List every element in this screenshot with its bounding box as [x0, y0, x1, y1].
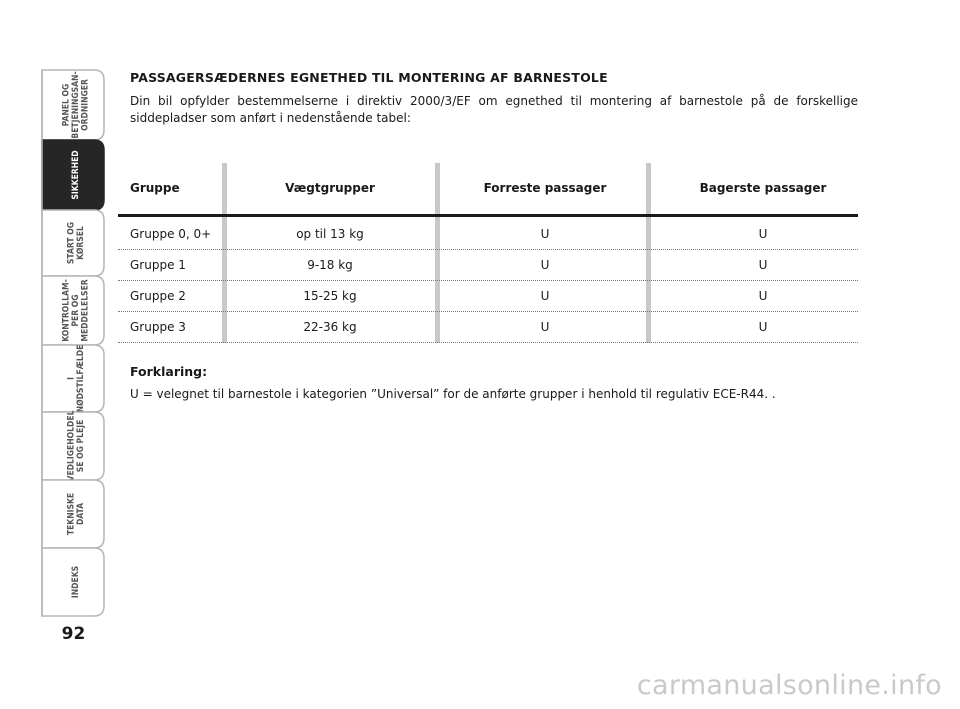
table-cell: Gruppe 2	[130, 289, 186, 303]
table-cell: U	[540, 320, 550, 334]
nav-tab[interactable]: I NØDSTILFÆLDE	[41, 344, 105, 413]
header-rule	[118, 214, 858, 217]
intro-paragraph: Din bil opfylder bestemmelserne i direkt…	[130, 94, 858, 125]
table-cell: U	[540, 258, 550, 272]
table-cell: 15-25 kg	[303, 289, 357, 303]
nav-tab[interactable]: PANEL OG BETJENINGSAN- ORDNINGER	[41, 69, 105, 141]
legend-text: U = velegnet til barnestole i kategorien…	[130, 387, 776, 401]
tab-label-line: INDEKS	[71, 566, 81, 598]
tab-label-line: PER OG	[71, 294, 81, 326]
page-number: 92	[61, 624, 86, 644]
table-cell: 9-18 kg	[307, 258, 353, 272]
tab-label-line: MEDDELELSER	[81, 279, 91, 341]
table-cell: U	[758, 258, 768, 272]
row-rule	[118, 311, 858, 312]
table-cell: op til 13 kg	[296, 227, 364, 241]
nav-tab[interactable]: START OG KØRSEL	[41, 209, 105, 277]
tab-label: INDEKS	[71, 566, 81, 598]
tab-label-line: TEKNISKE	[66, 493, 76, 535]
nav-tab[interactable]: INDEKS	[41, 547, 105, 617]
tab-label-line: SIKKERHED	[71, 150, 81, 199]
tab-label-line: I	[66, 377, 76, 380]
header-cell: Bagerste passager	[699, 181, 827, 195]
tab-label-line: PANEL OG	[62, 84, 72, 127]
table-cell: U	[758, 320, 768, 334]
tab-label: VEDLIGEHOLDEL SE OG PLEJE	[66, 410, 86, 481]
table-cell: U	[540, 227, 550, 241]
tab-label-line: BETJENINGSAN-	[71, 71, 81, 138]
tab-label-line: KONTROLLAM-	[62, 279, 72, 342]
tab-label-line: KØRSEL	[75, 226, 86, 260]
header-cell: Gruppe	[130, 181, 180, 195]
nav-tab[interactable]: SIKKERHED	[41, 139, 105, 211]
sidebar: PANEL OG BETJENINGSAN- ORDNINGER SIKKERHED S…	[41, 69, 105, 617]
tab-label: TEKNISKE DATA	[66, 493, 86, 535]
row-rule	[118, 342, 858, 343]
tab-label: I NØDSTILFÆLDE	[66, 345, 86, 413]
section-title: PASSAGERSÆDERNES EGNETHED TIL MONTERING …	[130, 70, 608, 85]
table-cell: U	[540, 289, 550, 303]
tab-label-line: VEDLIGEHOLDEL	[66, 410, 76, 481]
legend-title: Forklaring:	[130, 364, 208, 379]
header-cell: Vægtgrupper	[285, 181, 375, 195]
header-cell: Forreste passager	[483, 181, 607, 195]
table-cell: 22-36 kg	[303, 320, 357, 334]
tab-label: KONTROLLAM- PER OG MEDDELELSER	[62, 279, 91, 342]
table-cell: Gruppe 0, 0+	[130, 227, 212, 241]
row-rule	[118, 249, 858, 250]
nav-tab[interactable]: VEDLIGEHOLDEL SE OG PLEJE	[41, 410, 105, 481]
tab-shape	[41, 547, 105, 617]
tab-label: SIKKERHED	[71, 150, 81, 199]
row-rule	[118, 280, 858, 281]
tab-label-line: START OG	[66, 222, 76, 264]
nav-tab[interactable]: KONTROLLAM- PER OG MEDDELELSER	[41, 275, 105, 346]
tab-label-line: SE OG PLEJE	[76, 420, 86, 473]
tab-label-line: NØDSTILFÆLDE	[75, 345, 86, 413]
nav-tab[interactable]: TEKNISKE DATA	[41, 479, 105, 549]
tab-label: PANEL OG BETJENINGSAN- ORDNINGER	[62, 71, 91, 138]
tab-label-line: DATA	[76, 503, 86, 525]
tab-label: START OG KØRSEL	[66, 222, 86, 264]
watermark: carmanualsonline.info	[636, 670, 942, 701]
table-cell: U	[758, 227, 768, 241]
tab-label-line: ORDNINGER	[81, 79, 91, 131]
table-cell: U	[758, 289, 768, 303]
column-divider	[435, 163, 440, 343]
column-divider	[646, 163, 651, 343]
table-cell: Gruppe 3	[130, 320, 186, 334]
table-cell: Gruppe 1	[130, 258, 186, 272]
column-divider	[222, 163, 227, 343]
